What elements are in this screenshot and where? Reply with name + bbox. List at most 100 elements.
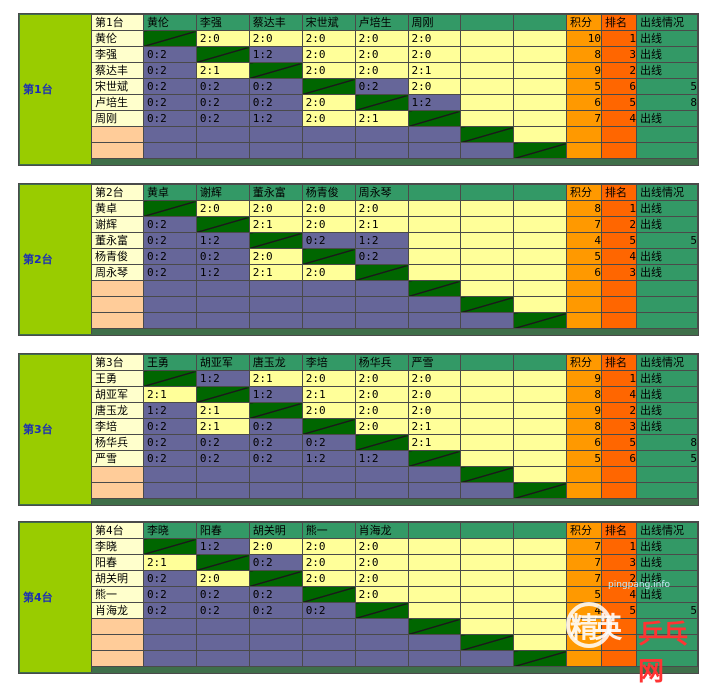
match-score-cell bbox=[460, 264, 515, 281]
player-row: 胡亚军 2:1 1:2 2:1 2:0 2:0 8 4 出线 bbox=[91, 386, 699, 403]
match-score-cell bbox=[513, 466, 568, 483]
rank-cell: 3 bbox=[601, 46, 637, 63]
opponent-header: 李晓 bbox=[142, 522, 197, 539]
player-row: 严雪 0:2 0:2 0:2 1:2 1:2 5 6 5 bbox=[91, 450, 699, 467]
table-corner-label: 第4台 bbox=[91, 522, 144, 539]
match-score-cell: 0:2 bbox=[248, 586, 303, 603]
match-score-cell: 0:2 bbox=[248, 78, 303, 95]
match-score-cell: 0:2 bbox=[142, 570, 197, 587]
opponent-header: 蔡达丰 bbox=[248, 14, 303, 31]
match-score-cell bbox=[460, 200, 515, 217]
rank-cell bbox=[601, 312, 637, 329]
match-score-cell bbox=[142, 280, 197, 297]
opponent-header: 周刚 bbox=[407, 14, 462, 31]
points-cell bbox=[566, 142, 602, 159]
match-score-cell: 1:2 bbox=[195, 232, 250, 249]
match-score-cell bbox=[407, 142, 462, 159]
self-match-cell bbox=[513, 312, 568, 329]
player-row bbox=[91, 650, 699, 667]
group-table-2: 第2台 第2台 黄卓 谢辉 董永富 杨青俊 周永琴 积分 排名 出线情况 黄卓 2:0 2:0 2:0 2:… bbox=[18, 183, 699, 336]
match-score-cell: 0:2 bbox=[248, 418, 303, 435]
match-score-cell bbox=[460, 450, 515, 467]
outcome-cell: 8 bbox=[635, 94, 699, 111]
outcome-cell: 出线 bbox=[635, 46, 699, 63]
outcome-header: 出线情况 bbox=[635, 522, 699, 539]
group-table-1: 第1台 第1台 黄伦 李强 蔡达丰 宋世斌 卢培生 周刚 积分 排名 出线情况 黄伦 2:0 2:0 2:0… bbox=[18, 13, 699, 166]
points-cell: 4 bbox=[566, 232, 603, 249]
match-score-cell bbox=[407, 634, 462, 651]
match-score-cell: 0:2 bbox=[195, 110, 250, 127]
match-score-cell bbox=[407, 296, 462, 313]
match-score-cell bbox=[248, 634, 303, 651]
match-score-cell: 0:2 bbox=[195, 78, 250, 95]
player-row: 宋世斌 0:2 0:2 0:2 0:2 2:0 5 6 5 bbox=[91, 78, 699, 95]
match-score-cell: 2:0 bbox=[248, 200, 303, 217]
match-score-cell bbox=[248, 312, 303, 329]
match-score-cell: 0:2 bbox=[142, 434, 197, 451]
self-match-cell bbox=[460, 466, 515, 483]
self-match-cell bbox=[407, 618, 462, 635]
match-score-cell bbox=[513, 62, 568, 79]
opponent-header: 胡亚军 bbox=[195, 354, 250, 371]
match-score-cell: 1:2 bbox=[248, 46, 303, 63]
match-score-cell bbox=[301, 618, 356, 635]
opponent-header: 周永琴 bbox=[354, 184, 409, 201]
self-match-cell bbox=[248, 402, 303, 419]
match-score-cell bbox=[407, 466, 462, 483]
match-score-cell: 0:2 bbox=[248, 554, 303, 571]
match-score-cell: 1:2 bbox=[195, 538, 250, 555]
match-score-cell bbox=[513, 200, 568, 217]
match-score-cell bbox=[513, 402, 568, 419]
self-match-cell bbox=[354, 434, 409, 451]
match-score-cell: 2:1 bbox=[142, 386, 197, 403]
self-match-cell bbox=[354, 602, 409, 619]
match-score-cell bbox=[407, 650, 462, 667]
match-score-cell bbox=[460, 78, 515, 95]
outcome-cell: 出线 bbox=[635, 538, 699, 555]
rank-cell bbox=[600, 650, 637, 667]
player-name: 周永琴 bbox=[91, 264, 144, 281]
rank-cell bbox=[601, 142, 637, 159]
score-header: 积分 bbox=[566, 354, 602, 371]
opponent-header bbox=[513, 184, 568, 201]
match-score-cell: 2:0 bbox=[407, 30, 462, 47]
outcome-cell: 5 bbox=[635, 450, 699, 467]
match-score-cell bbox=[195, 634, 250, 651]
match-score-cell: 2:1 bbox=[301, 386, 356, 403]
player-row: 黄卓 2:0 2:0 2:0 2:0 8 1 出线 bbox=[91, 200, 699, 217]
match-score-cell bbox=[301, 280, 356, 297]
outcome-cell: 出线 bbox=[635, 248, 699, 265]
match-score-cell: 2:0 bbox=[354, 402, 409, 419]
match-score-cell bbox=[513, 232, 568, 249]
match-score-cell bbox=[460, 216, 515, 233]
opponent-header: 李培 bbox=[301, 354, 356, 371]
self-match-cell bbox=[354, 264, 409, 281]
match-score-cell: 2:1 bbox=[248, 264, 303, 281]
match-score-cell bbox=[248, 482, 303, 499]
rank-header: 排名 bbox=[601, 184, 637, 201]
player-row bbox=[91, 482, 699, 499]
self-match-cell bbox=[460, 126, 515, 143]
outcome-cell: 出线 bbox=[635, 200, 699, 217]
match-score-cell: 0:2 bbox=[142, 110, 197, 127]
match-score-cell bbox=[354, 650, 409, 667]
watermark-url: pingpang.info bbox=[608, 580, 671, 590]
match-score-cell bbox=[513, 386, 568, 403]
match-score-cell: 2:0 bbox=[407, 386, 462, 403]
outcome-cell: 出线 bbox=[635, 370, 699, 387]
group-side-label: 第4台 bbox=[20, 523, 92, 672]
points-cell: 5 bbox=[566, 450, 602, 467]
match-score-cell bbox=[407, 248, 462, 265]
match-score-cell bbox=[195, 312, 250, 329]
match-score-cell: 2:1 bbox=[354, 110, 409, 127]
rank-cell: 1 bbox=[600, 538, 637, 555]
match-score-cell bbox=[513, 538, 568, 555]
match-score-cell bbox=[513, 216, 568, 233]
outcome-header: 出线情况 bbox=[635, 14, 699, 31]
self-match-cell bbox=[142, 370, 197, 387]
points-cell: 7 bbox=[566, 216, 603, 233]
match-score-cell: 2:1 bbox=[195, 62, 250, 79]
opponent-header: 唐玉龙 bbox=[248, 354, 303, 371]
match-score-cell: 2:0 bbox=[354, 370, 409, 387]
match-score-cell bbox=[301, 312, 356, 329]
